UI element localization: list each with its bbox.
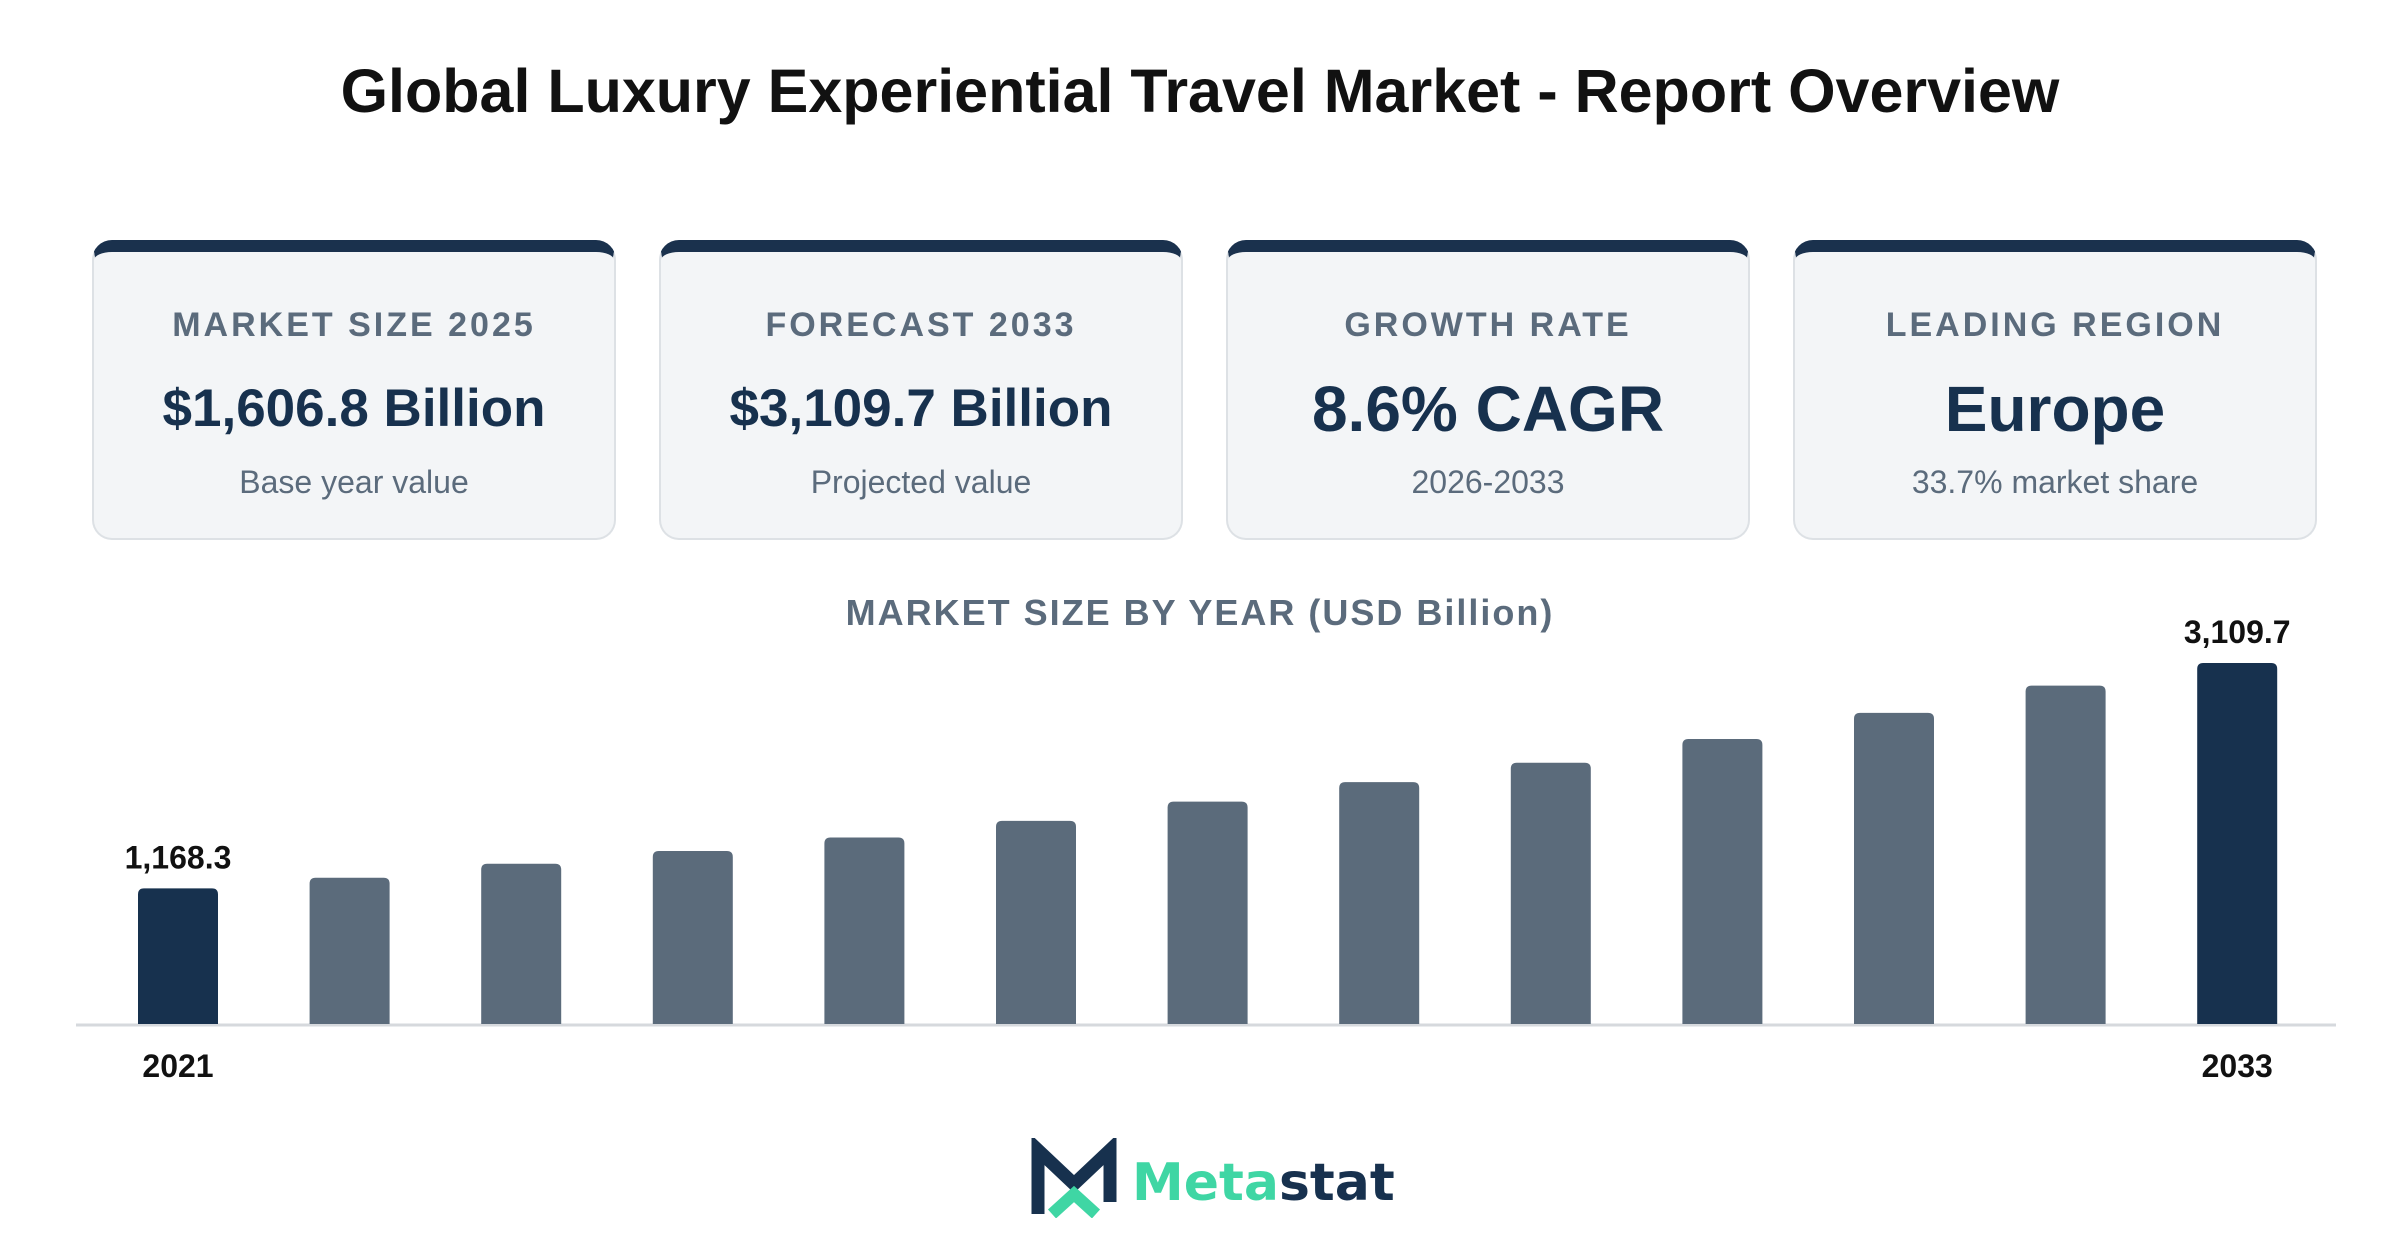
logo-text-accent: Meta [1132, 1153, 1279, 1213]
metastat-logo: Metastat [1031, 1138, 1395, 1218]
card-subtitle: Projected value [810, 464, 1032, 500]
bar-2029 [1510, 762, 1591, 1024]
card-value: $3,109.7 Billion [729, 379, 1113, 438]
card-label: GROWTH RATE [1344, 306, 1632, 344]
bar-2024 [652, 851, 733, 1024]
bar-2026 [996, 820, 1076, 1024]
logo-wordmark: Metastat [1132, 1153, 1395, 1213]
bar-2021 [138, 888, 218, 1024]
logo-mark-accent [1047, 1185, 1101, 1218]
card-growth-rate: GROWTH RATE 8.6% CAGR 2026-2033 [1226, 240, 1750, 540]
bar-2022 [309, 877, 390, 1024]
card-market-size: MARKET SIZE 2025 $1,606.8 Billion Base y… [92, 240, 616, 540]
bar-2031 [1854, 712, 1934, 1024]
tick-label-2021: 2021 [142, 1048, 213, 1084]
card-subtitle: Base year value [239, 464, 469, 500]
card-subtitle: 2026-2033 [1411, 464, 1565, 500]
card-forecast: FORECAST 2033 $3,109.7 Billion Projected… [659, 240, 1183, 540]
chart-title: MARKET SIZE BY YEAR (USD Billion) [845, 592, 1555, 633]
bar-2030 [1682, 739, 1763, 1024]
bar-2032 [2025, 685, 2106, 1024]
value-label-2033: 3,109.7 [2184, 614, 2291, 650]
bar-2023 [481, 863, 562, 1024]
card-value: Europe [1944, 373, 2166, 445]
card-value: $1,606.8 Billion [162, 379, 546, 438]
bar-2027 [1167, 801, 1248, 1024]
card-leading-region: LEADING REGION Europe 33.7% market share [1793, 240, 2317, 540]
value-label-2021: 1,168.3 [125, 839, 232, 875]
tick-label-2033: 2033 [2202, 1048, 2273, 1084]
card-label: FORECAST 2033 [765, 306, 1077, 344]
card-subtitle: 33.7% market share [1911, 464, 2199, 500]
logo-mark-dark [1031, 1138, 1117, 1214]
bar-2025 [824, 837, 905, 1024]
bar-2028 [1339, 782, 1420, 1024]
card-label: LEADING REGION [1885, 306, 2225, 344]
bar-2033 [2197, 663, 2278, 1024]
card-label: MARKET SIZE 2025 [172, 306, 536, 344]
logo-text-main: stat [1279, 1153, 1395, 1213]
card-value: 8.6% CAGR [1311, 373, 1665, 445]
page-title: Global Luxury Experiential Travel Market… [340, 57, 2060, 125]
